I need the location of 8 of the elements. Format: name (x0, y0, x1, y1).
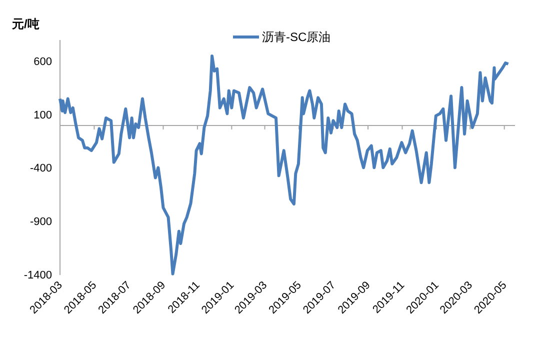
y-tick-label: -900 (30, 216, 52, 228)
y-axis-title: 元/吨 (11, 17, 40, 31)
y-tick-label: -1400 (24, 270, 52, 282)
y-tick-label: 100 (34, 109, 52, 122)
y-tick-label: -400 (30, 162, 52, 175)
y-tick-label: 600 (34, 56, 52, 68)
legend-label: 沥青-SC原油 (262, 30, 331, 44)
line-series (58, 54, 510, 276)
